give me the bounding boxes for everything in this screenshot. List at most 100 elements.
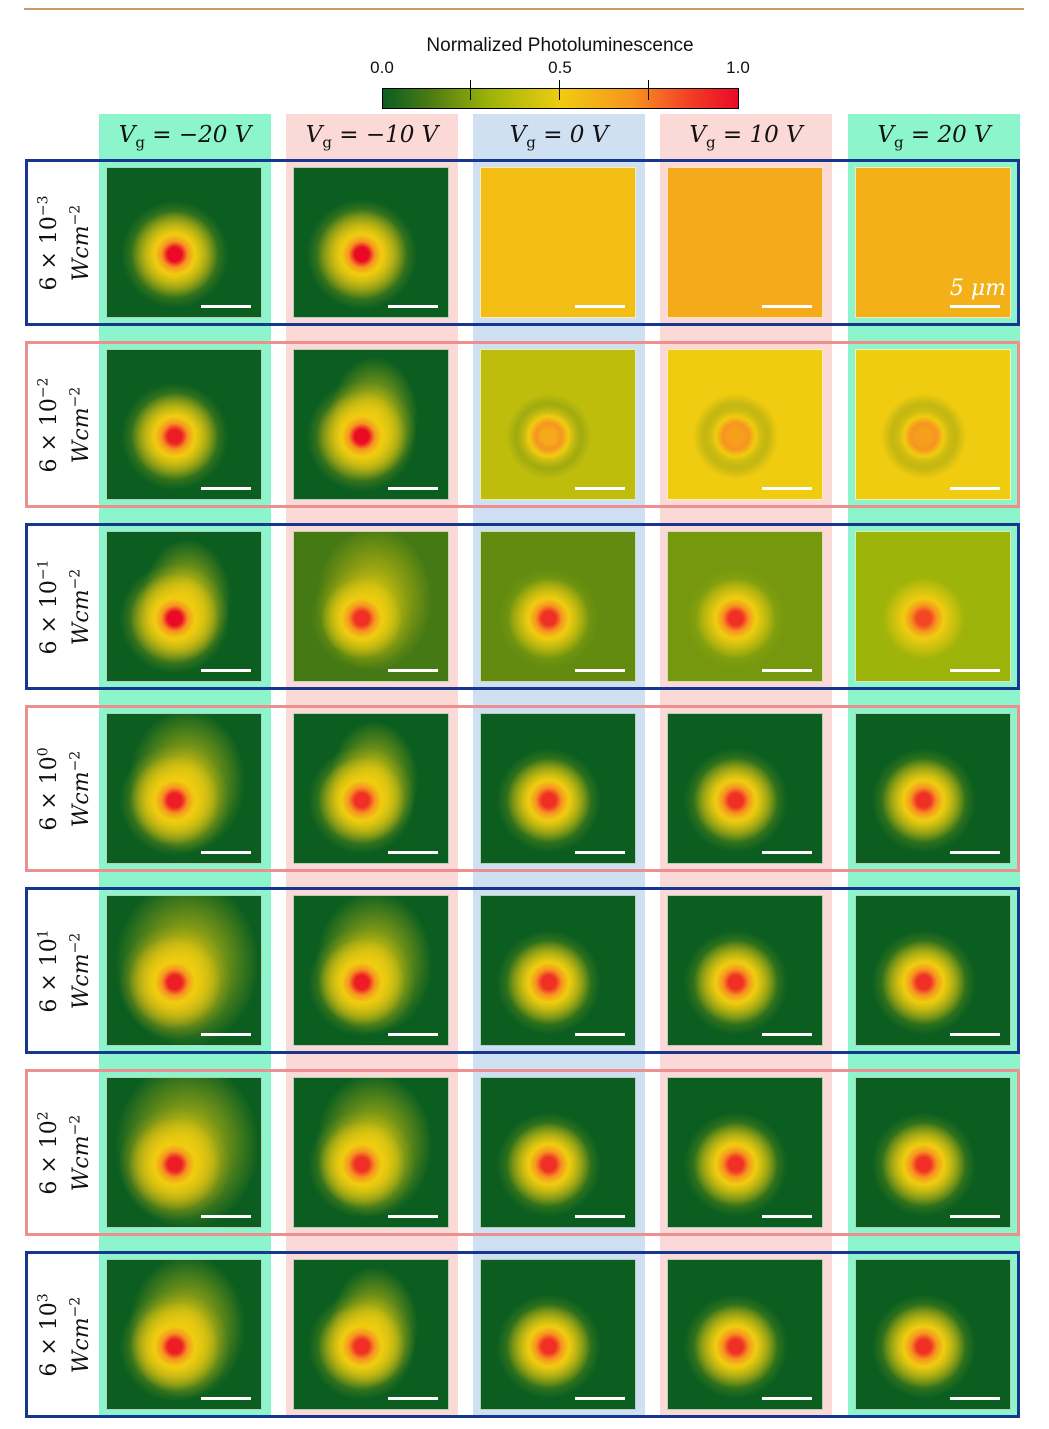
pl-map-panel bbox=[106, 349, 262, 500]
pl-map-panel bbox=[855, 1077, 1011, 1228]
intensity-row: 6 × 10−1 Wcm−2 bbox=[25, 523, 1020, 690]
pl-map-panel bbox=[667, 1259, 823, 1410]
row-label-base: 6 × 10 bbox=[37, 579, 62, 655]
row-label-base: 6 × 10 bbox=[37, 937, 62, 1013]
row-label-unit: Wcm bbox=[69, 952, 95, 1009]
row-label-unit-exponent: −2 bbox=[68, 750, 84, 771]
scale-bar bbox=[201, 487, 251, 490]
intensity-row: 6 × 10−3 Wcm−2 bbox=[25, 159, 1020, 326]
scale-bar bbox=[950, 669, 1000, 672]
row-label-base: 6 × 10 bbox=[37, 755, 62, 831]
scale-bar bbox=[388, 305, 438, 308]
pl-map-panel bbox=[667, 713, 823, 864]
scale-bar bbox=[201, 669, 251, 672]
row-label-base: 6 × 10 bbox=[37, 215, 62, 291]
pl-map-panel bbox=[855, 1259, 1011, 1410]
column-header-subscript: g bbox=[322, 133, 332, 152]
colorbar-label-mid: 0.5 bbox=[548, 58, 572, 77]
pl-map-panel bbox=[667, 349, 823, 500]
row-label-text: 6 × 100 Wcm−2 bbox=[31, 747, 96, 830]
scale-bar bbox=[388, 1397, 438, 1400]
pl-map-panel bbox=[667, 895, 823, 1046]
colorbar-title: Normalized Photoluminescence bbox=[426, 35, 694, 56]
scale-bar bbox=[762, 669, 812, 672]
row-label-unit: Wcm bbox=[69, 588, 95, 645]
row-label-unit: Wcm bbox=[69, 1134, 95, 1191]
intensity-row: 6 × 103 Wcm−2 bbox=[25, 1251, 1020, 1418]
row-label-exponent: 1 bbox=[35, 928, 52, 938]
column-header-subscript: g bbox=[893, 133, 904, 152]
pl-map-panel bbox=[480, 167, 636, 318]
pl-map-panel bbox=[293, 1077, 449, 1228]
column-header: Vg = −20 V bbox=[99, 114, 271, 156]
pl-map-panel bbox=[480, 531, 636, 682]
row-label-exponent: 2 bbox=[35, 1110, 52, 1120]
row-label-base: 6 × 10 bbox=[37, 1301, 62, 1377]
scale-bar bbox=[575, 487, 625, 490]
colorbar-tick bbox=[559, 80, 560, 100]
colorbar-label-min: 0.0 bbox=[370, 58, 394, 77]
scale-bar bbox=[950, 1397, 1000, 1400]
pl-map-panel bbox=[293, 1259, 449, 1410]
scale-bar bbox=[575, 1215, 625, 1218]
scale-bar bbox=[201, 851, 251, 854]
row-label-exponent: −2 bbox=[35, 376, 52, 398]
row-label-unit: Wcm bbox=[69, 1316, 95, 1373]
scale-bar bbox=[762, 851, 812, 854]
pl-map-panel bbox=[855, 895, 1011, 1046]
colorbar-label-max: 1.0 bbox=[726, 58, 750, 77]
scale-bar bbox=[388, 669, 438, 672]
row-label-text: 6 × 103 Wcm−2 bbox=[31, 1293, 96, 1376]
column-header-symbol: V bbox=[118, 122, 136, 148]
row-label-unit: Wcm bbox=[69, 224, 95, 281]
row-label: 6 × 10−1 Wcm−2 bbox=[28, 526, 98, 687]
colorbar bbox=[382, 88, 739, 109]
row-label-base: 6 × 10 bbox=[37, 1119, 62, 1195]
column-header-value: = 10 V bbox=[715, 122, 803, 148]
scale-bar bbox=[762, 1397, 812, 1400]
row-label-base: 6 × 10 bbox=[37, 397, 62, 473]
pl-map-panel bbox=[106, 1259, 262, 1410]
scale-bar bbox=[762, 1215, 812, 1218]
row-label-unit-exponent: −2 bbox=[68, 1296, 84, 1317]
row-label: 6 × 101 Wcm−2 bbox=[28, 890, 98, 1051]
row-label-unit: Wcm bbox=[69, 770, 95, 827]
scale-bar bbox=[388, 1033, 438, 1036]
row-label-text: 6 × 10−1 Wcm−2 bbox=[31, 559, 96, 654]
scale-bar bbox=[388, 851, 438, 854]
row-label-exponent: −1 bbox=[35, 558, 52, 580]
column-header-value: = −20 V bbox=[144, 122, 252, 148]
pl-map-panel bbox=[480, 895, 636, 1046]
column-header-subscript: g bbox=[135, 133, 145, 152]
pl-map-panel bbox=[293, 349, 449, 500]
column-header-subscript: g bbox=[705, 133, 716, 152]
pl-map-panel bbox=[480, 713, 636, 864]
row-label-text: 6 × 101 Wcm−2 bbox=[31, 929, 96, 1012]
pl-map-panel bbox=[106, 167, 262, 318]
pl-map-panel bbox=[106, 895, 262, 1046]
scale-bar-label: 5 μm bbox=[949, 276, 1006, 301]
scale-bar bbox=[950, 487, 1000, 490]
pl-map-panel bbox=[667, 531, 823, 682]
row-label-text: 6 × 10−3 Wcm−2 bbox=[31, 195, 96, 290]
intensity-row: 6 × 101 Wcm−2 bbox=[25, 887, 1020, 1054]
intensity-row: 6 × 10−2 Wcm−2 bbox=[25, 341, 1020, 508]
pl-map-panel bbox=[480, 1077, 636, 1228]
pl-map-panel bbox=[667, 167, 823, 318]
scale-bar bbox=[575, 669, 625, 672]
pl-map-panel bbox=[106, 1077, 262, 1228]
pl-map-panel bbox=[855, 531, 1011, 682]
column-header-symbol: V bbox=[509, 122, 527, 148]
scale-bar bbox=[950, 305, 1000, 308]
row-label-unit-exponent: −2 bbox=[68, 932, 84, 953]
scale-bar bbox=[762, 305, 812, 308]
intensity-row: 6 × 100 Wcm−2 bbox=[25, 705, 1020, 872]
column-header-subscript: g bbox=[526, 133, 536, 152]
column-header: Vg = 20 V bbox=[848, 114, 1020, 156]
pl-map-panel bbox=[293, 713, 449, 864]
pl-map-panel bbox=[293, 531, 449, 682]
scale-bar bbox=[950, 1215, 1000, 1218]
pl-map-panel bbox=[855, 349, 1011, 500]
column-header: Vg = 0 V bbox=[473, 114, 645, 156]
column-header-value: = 0 V bbox=[535, 122, 609, 148]
